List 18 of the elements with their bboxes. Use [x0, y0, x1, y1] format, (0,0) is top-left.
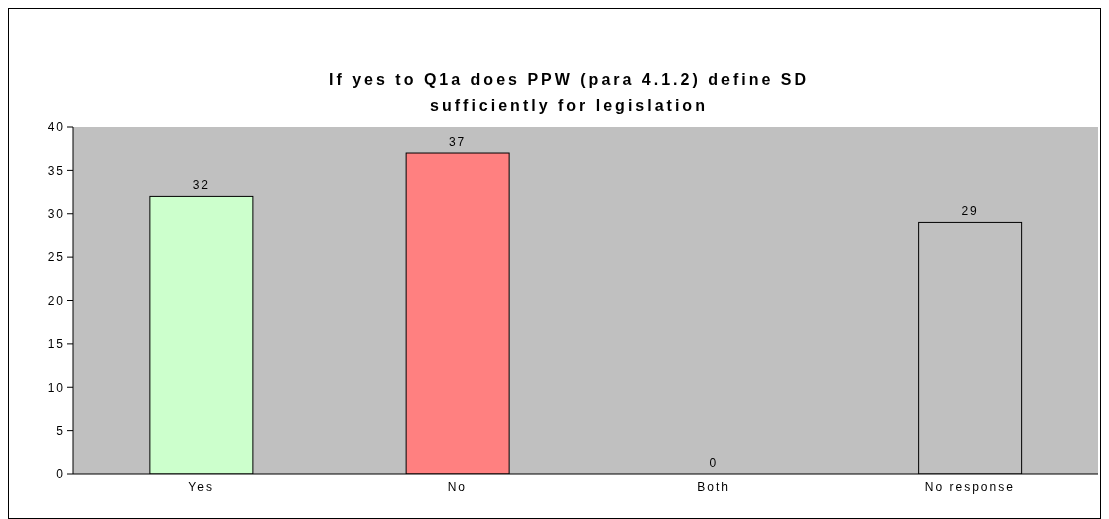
y-tick-label: 35 — [47, 163, 65, 178]
y-tick-label: 15 — [47, 337, 65, 352]
y-tick-label: 40 — [47, 120, 65, 135]
x-tick-label: No — [447, 479, 468, 494]
data-label: 0 — [709, 456, 719, 470]
y-tick-label: 30 — [47, 207, 65, 222]
y-tick-label: 0 — [56, 467, 65, 482]
y-tick-label: 20 — [47, 293, 65, 308]
data-label: 32 — [192, 178, 211, 193]
data-label: 29 — [961, 204, 979, 219]
data-label: 37 — [448, 135, 467, 150]
x-tick-label: Yes — [188, 479, 214, 494]
y-tick-label: 5 — [56, 423, 65, 438]
chart-title: If yes to Q1a does PPW (para 4.1.2) define SD sufficiently for legislation — [328, 70, 810, 116]
y-tick-label: 10 — [47, 380, 65, 395]
x-tick-label: Both — [697, 479, 730, 494]
y-tick-label: 25 — [47, 250, 65, 265]
x-tick-label: No response — [924, 479, 1015, 494]
